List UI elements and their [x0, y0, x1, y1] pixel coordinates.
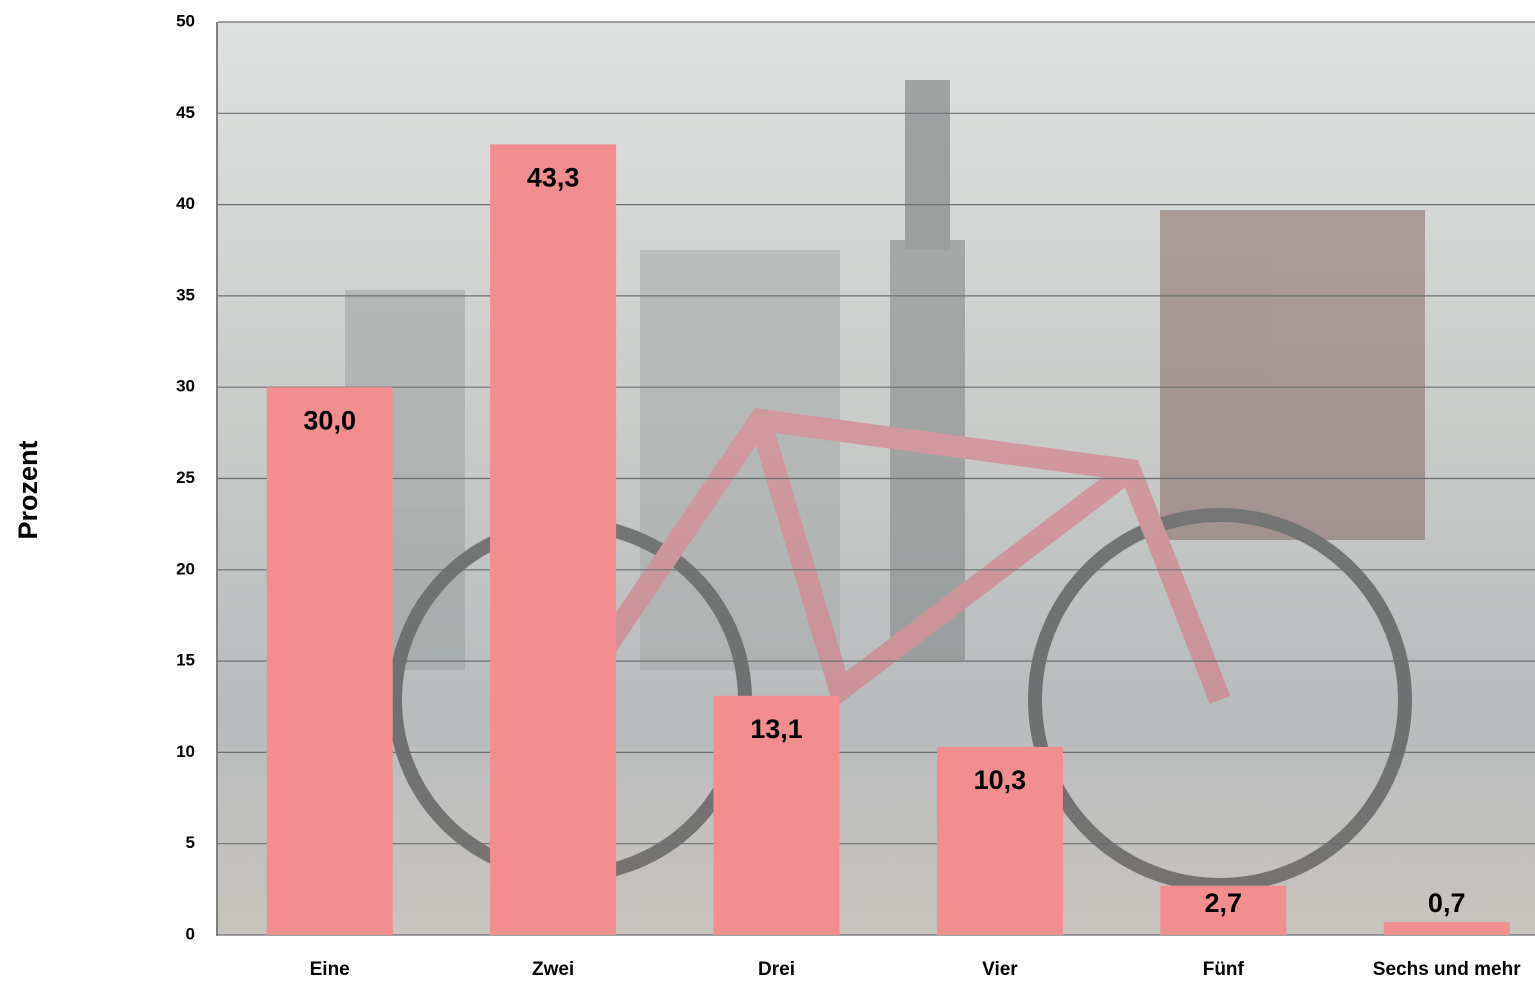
- y-tick-label: 15: [176, 651, 195, 670]
- x-tick-label: Fünf: [1203, 959, 1245, 980]
- y-tick-label: 0: [186, 924, 195, 943]
- value-label: 30,0: [303, 405, 356, 435]
- y-axis-label: Prozent: [13, 440, 43, 539]
- y-tick-label: 45: [176, 103, 195, 122]
- value-label: 13,1: [750, 714, 803, 744]
- y-tick-label: 50: [176, 11, 195, 30]
- y-tick-label: 20: [176, 559, 195, 578]
- bar: [936, 746, 1063, 935]
- y-tick-label: 35: [176, 285, 195, 304]
- value-label: 0,7: [1428, 888, 1466, 918]
- bar: [490, 144, 617, 936]
- y-tick-label: 40: [176, 194, 195, 213]
- y-tick-label: 5: [186, 833, 195, 852]
- bar: [266, 387, 393, 935]
- value-label: 2,7: [1205, 888, 1243, 918]
- x-tick-label: Zwei: [532, 959, 574, 980]
- x-tick-label: Vier: [982, 959, 1018, 980]
- x-tick-label: Eine: [310, 959, 350, 980]
- value-label: 10,3: [974, 765, 1027, 795]
- y-tick-label: 25: [176, 468, 195, 487]
- y-tick-label: 30: [176, 377, 195, 396]
- value-label: 43,3: [527, 162, 580, 192]
- x-tick-label: Sechs und mehr: [1373, 959, 1521, 980]
- x-tick-label: Drei: [758, 959, 795, 980]
- bar: [1160, 885, 1287, 935]
- y-tick-label: 10: [176, 742, 195, 761]
- bar: [713, 695, 840, 935]
- bar: [1383, 922, 1510, 935]
